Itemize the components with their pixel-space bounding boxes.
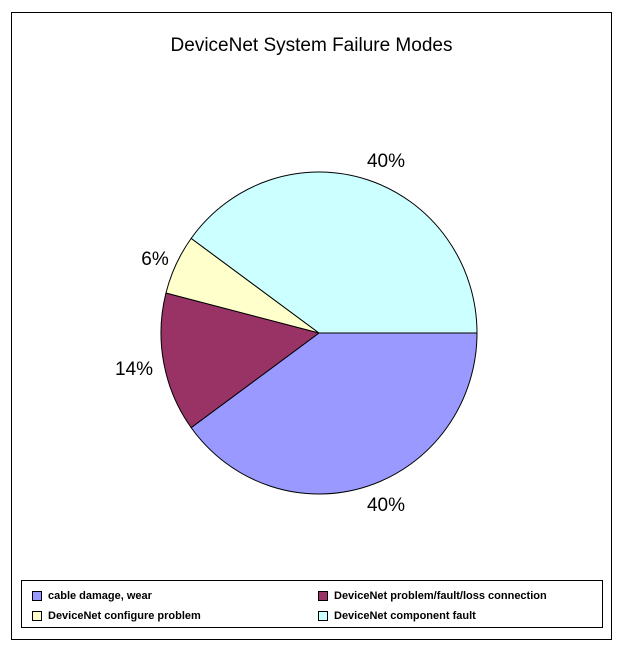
- legend: cable damage, wear DeviceNet problem/fau…: [21, 580, 603, 628]
- legend-item-devicenet-configure: DeviceNet configure problem: [32, 610, 201, 622]
- legend-swatch-cable-damage: [32, 591, 42, 601]
- pie-chart: 40% 14% 6% 40%: [115, 151, 478, 516]
- legend-swatch-devicenet-component: [318, 611, 328, 621]
- legend-label: DeviceNet configure problem: [48, 610, 201, 622]
- legend-item-devicenet-component: DeviceNet component fault: [318, 610, 476, 622]
- pie-data-label-3: 40%: [367, 151, 405, 172]
- chart-area: DeviceNet System Failure Modes 40% 14% 6% 4…: [11, 12, 612, 640]
- pie-slice-1: [160, 292, 321, 429]
- legend-swatch-devicenet-problem: [318, 591, 328, 601]
- pie-data-label-2: 6%: [141, 249, 169, 270]
- legend-label: cable damage, wear: [48, 590, 152, 602]
- legend-label: DeviceNet problem/fault/loss connection: [334, 590, 547, 602]
- pie-data-label-0: 40%: [367, 495, 405, 516]
- pie-slice-0: [190, 332, 478, 495]
- pie-slice-3: [190, 171, 478, 334]
- legend-label: DeviceNet component fault: [334, 610, 476, 622]
- legend-item-devicenet-problem: DeviceNet problem/fault/loss connection: [318, 590, 547, 602]
- legend-item-cable-damage: cable damage, wear: [32, 590, 152, 602]
- pie-data-label-1: 14%: [115, 359, 153, 380]
- legend-swatch-devicenet-configure: [32, 611, 42, 621]
- chart-title: DeviceNet System Failure Modes: [170, 35, 453, 56]
